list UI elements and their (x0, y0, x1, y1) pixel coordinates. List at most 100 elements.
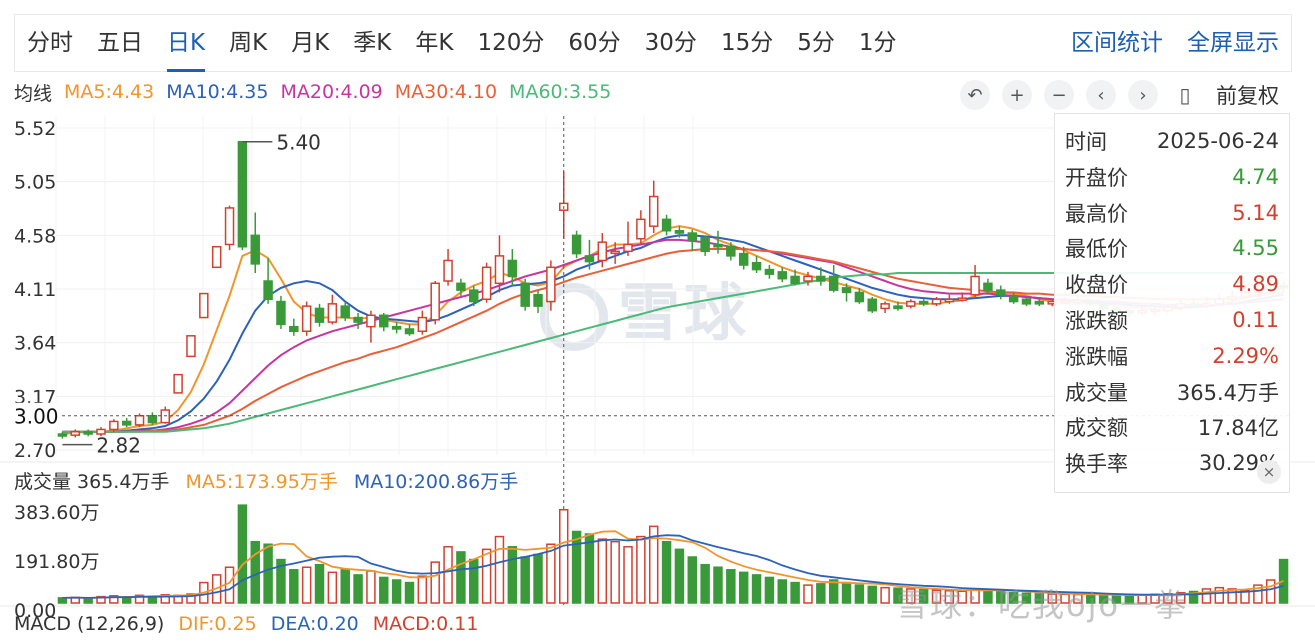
candle-body (263, 280, 273, 301)
tab-1[interactable]: 五日 (97, 30, 143, 56)
volume-bar (610, 540, 620, 604)
candle-body (276, 300, 286, 326)
candle-body (854, 291, 865, 303)
candle-body (790, 275, 800, 285)
tab-7[interactable]: 120分 (477, 30, 545, 56)
tab-0[interactable]: 分时 (27, 30, 73, 56)
volume-bar (700, 563, 710, 604)
volume-bar (379, 576, 389, 604)
candle-body (494, 255, 505, 285)
chevron-left-icon[interactable]: ‹ (1086, 80, 1116, 110)
volume-bar (1265, 579, 1276, 604)
volume-bar (957, 590, 967, 604)
price-adjust-select[interactable]: 前复权 (1216, 84, 1279, 108)
volume-ma10: MA10:200.86万手 (353, 470, 519, 493)
tab-8[interactable]: 60分 (568, 30, 621, 56)
info-row: 时间 2025-06-24 (1065, 126, 1279, 156)
candle-body (893, 305, 903, 310)
volume-bar (1021, 592, 1032, 604)
candle-body (777, 271, 787, 280)
info-key: 最高价 (1065, 201, 1128, 226)
low-marker-label: 2.82 (96, 434, 141, 458)
candle-body (816, 275, 826, 282)
candle-body (533, 293, 543, 307)
chevron-right-icon[interactable]: › (1128, 80, 1158, 110)
candle-body (764, 268, 775, 275)
info-key: 成交额 (1065, 416, 1128, 441)
macd-dea: DEA:0.20 (270, 613, 359, 635)
info-row: 最低价 4.55 (1065, 233, 1279, 263)
tab-4[interactable]: 月K (291, 30, 330, 56)
candle-body (366, 314, 376, 328)
tab-3[interactable]: 周K (229, 30, 268, 56)
volume-bar (109, 595, 119, 604)
candle-body (250, 234, 260, 265)
info-value: 4.55 (1232, 236, 1279, 261)
info-row: 开盘价 4.74 (1065, 162, 1279, 192)
ma20-value: MA20:4.09 (280, 81, 383, 103)
volume-bar (250, 540, 260, 604)
candle-body (430, 282, 440, 321)
volume-bar (237, 504, 248, 604)
tab-6[interactable]: 年K (415, 30, 454, 56)
candle-body (199, 292, 209, 319)
candle-body (314, 307, 325, 323)
center-watermark: 雪球 (540, 262, 750, 352)
candle-body (301, 305, 312, 332)
close-icon[interactable]: × (1257, 460, 1281, 484)
info-row: 成交额 17.84亿 (1065, 412, 1279, 442)
tab-9[interactable]: 30分 (644, 30, 697, 56)
zoom-in-icon[interactable]: + (1002, 80, 1032, 110)
undo-icon[interactable]: ↶ (960, 80, 990, 110)
volume-bar (443, 546, 453, 604)
volume-bar (1047, 593, 1057, 604)
volume-bar (134, 594, 145, 604)
volume-bar (674, 548, 685, 604)
candle-body (109, 420, 119, 431)
tab-10[interactable]: 15分 (720, 30, 774, 56)
volume-bar (918, 588, 929, 604)
candle-body (134, 414, 145, 426)
candle-body (469, 289, 479, 303)
candle-body (571, 234, 582, 255)
tab-12[interactable]: 1分 (858, 30, 897, 56)
watermark: 雪球：吃我ojo一拳 (896, 586, 1189, 624)
zoom-out-icon[interactable]: − (1044, 80, 1074, 110)
volume-bar (803, 584, 813, 604)
candle-body (237, 140, 248, 248)
candle-body (751, 261, 762, 271)
volume-tick-label: 383.60万 (14, 502, 99, 524)
volume-bar (584, 533, 595, 604)
macd-dif: DIF:0.25 (178, 613, 257, 635)
volume-bar (1227, 588, 1237, 604)
tab-2[interactable]: 日K (155, 14, 217, 72)
volume-bar (726, 569, 736, 604)
volume-bar (597, 538, 608, 604)
volume-bar (494, 535, 505, 604)
candle-body (983, 282, 993, 291)
candle-body (507, 259, 518, 278)
tab-11[interactable]: 5分 (797, 30, 835, 56)
volume-bar (340, 569, 350, 604)
candle-body (520, 282, 530, 307)
volume-bar (481, 548, 492, 604)
info-row: 涨跌幅 2.29% (1065, 341, 1279, 371)
candle-body (636, 218, 646, 240)
ma5-value: MA5:4.43 (64, 81, 155, 103)
candle-icon[interactable]: ▯ (1179, 83, 1191, 107)
tab-5[interactable]: 季K (353, 30, 392, 56)
candle-body (944, 298, 955, 303)
volume-bar (327, 571, 338, 604)
volume-bar (417, 575, 428, 604)
volume-bar (880, 586, 890, 604)
volume-ma5: MA5:173.95万手 (185, 470, 338, 493)
candle-body (880, 303, 890, 310)
candle-body (623, 243, 633, 253)
candle-body (584, 255, 595, 263)
volume-bar (391, 579, 402, 604)
info-key: 换手率 (1065, 452, 1128, 477)
volume-bar (906, 588, 916, 604)
range-stats-link[interactable]: 区间统计 (1071, 30, 1163, 56)
fullscreen-link[interactable]: 全屏显示 (1187, 30, 1279, 56)
